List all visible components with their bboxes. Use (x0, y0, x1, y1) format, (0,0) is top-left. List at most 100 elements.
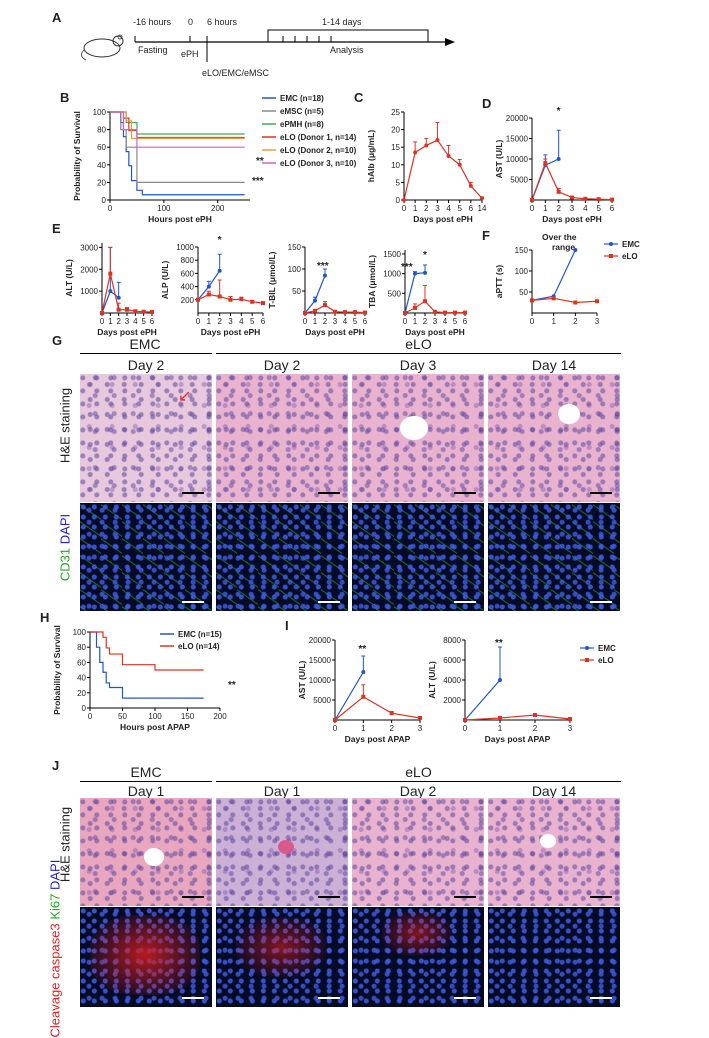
x-tick-label: 2 (424, 204, 429, 213)
x-tick-label: 0 (108, 204, 113, 213)
data-point (108, 289, 113, 294)
x-axis-label: Days post ePH (305, 327, 365, 337)
x-axis-label: Hours post ePH (148, 214, 212, 224)
y-tick-label: 100 (73, 628, 87, 637)
timepoint-1: 0 (188, 17, 194, 27)
x-axis-label: Days post ePH (405, 327, 465, 337)
g-he-elo-day2 (216, 374, 348, 502)
x-tick-label: 200 (211, 204, 225, 213)
g-elo-rule (216, 353, 621, 354)
g-if-elo-day2 (216, 503, 348, 611)
series-line (334, 696, 421, 721)
y-tick-label: 3000 (80, 243, 98, 252)
chart-h: 0 20 40 60 80 100 0 50 100 150 200 Hours post APAP P… (40, 610, 236, 732)
legend-label: eLO (n=14) (178, 642, 220, 651)
vessel-lumen (558, 404, 580, 424)
x-tick-label: 4 (443, 317, 448, 326)
y-tick-label: 5000 (313, 696, 331, 705)
y-tick-label: 2000 (80, 265, 98, 274)
j-he-elo-day2 (352, 798, 484, 906)
y-axis-label: AST (U/L) (297, 660, 307, 699)
data-point (196, 297, 200, 302)
data-point (402, 198, 406, 202)
x-tick-label: 3 (333, 317, 338, 326)
y-axis-label: ALT (U/L) (64, 259, 74, 297)
x-tick-label: 3 (433, 317, 438, 326)
y-axis-label: Probability of Survival (72, 111, 82, 201)
legend-label: eMSC (n=5) (280, 107, 324, 116)
x-tick-label: 6 (463, 317, 468, 326)
g-cd31-label: CD31 (57, 547, 73, 582)
x-tick-label: 1 (313, 317, 318, 326)
x-tick-label: 5 (457, 204, 462, 213)
data-point (573, 300, 578, 305)
j-row-if-label: Cleavage caspase3 Ki67 DAPI (48, 860, 63, 1038)
arrow-icon: ↙ (178, 388, 192, 405)
x-tick-label: 0 (196, 317, 201, 326)
y-tick-label: 10000 (309, 676, 332, 685)
series-elo-donor-3-n-10- (110, 111, 245, 148)
days-label: 1-14 days (322, 17, 362, 27)
g-day-3: Day 3 (399, 357, 437, 373)
x-axis-label: Days post ePH (97, 327, 157, 337)
data-point (533, 713, 537, 717)
data-point (556, 157, 561, 161)
data-point (353, 310, 357, 315)
data-point (453, 310, 457, 315)
series-line (90, 631, 204, 671)
x-tick-label: 2 (533, 724, 538, 733)
data-point (239, 297, 244, 302)
x-tick-label: 3 (595, 317, 600, 326)
analysis-label: Analysis (330, 45, 364, 55)
y-tick-label: 0 (396, 196, 401, 205)
data-point (361, 694, 366, 699)
mouse-icon (81, 34, 124, 61)
g-he-elo-day14 (488, 374, 620, 502)
data-point (206, 292, 211, 297)
y-tick-label: 500 (388, 289, 402, 298)
panel-letter: C (354, 90, 364, 105)
chart-title: range (552, 242, 575, 252)
chart-d: 5000 10000 15000 20000 0 1 2 3 4 5 6 Days post ePH A… (482, 96, 615, 224)
y-axis-label: TBA (μmol/L) (367, 255, 377, 308)
x-tick-label: 50 (118, 712, 127, 721)
x-tick-label: 0 (100, 317, 105, 326)
data-point (596, 197, 601, 202)
x-tick-label: 2 (323, 317, 328, 326)
x-tick-label: 4 (343, 317, 348, 326)
data-point (323, 303, 327, 308)
y-tick-label: 150 (515, 246, 529, 255)
y-tick-label: 50 (519, 288, 528, 297)
chart-i2: 2000 4000 6000 8000 0 1 2 3 Days post APAP ALT (U… (427, 636, 616, 744)
y-tick-label: 150 (288, 243, 302, 252)
x-tick-label: 2 (423, 317, 428, 326)
x-tick-label: 0 (530, 317, 535, 326)
y-tick-label: 15 (391, 143, 400, 152)
timepoint-0: -16 hours (133, 17, 172, 27)
data-point (498, 678, 502, 682)
j-day-1: Day 1 (127, 783, 165, 799)
j-he-emc-day1 (80, 798, 212, 906)
data-point (343, 310, 347, 315)
panel-letter: D (482, 96, 491, 111)
vessel-lumen (144, 848, 164, 866)
data-point (457, 162, 462, 167)
y-tick-label: 0 (82, 704, 87, 713)
data-point (595, 299, 599, 304)
timepoint-2: 6 hours (207, 17, 238, 27)
panel-letter-j: J (52, 758, 60, 773)
series-line (531, 297, 598, 304)
data-point (435, 138, 440, 143)
data-point (424, 143, 429, 148)
j-day-4: Day 14 (531, 783, 577, 799)
data-point (568, 717, 572, 721)
panel-letter: F (482, 228, 490, 243)
data-point (125, 307, 129, 312)
x-tick-label: 2 (217, 317, 222, 326)
series-line (110, 111, 245, 148)
legend-label: EMC (598, 644, 616, 653)
